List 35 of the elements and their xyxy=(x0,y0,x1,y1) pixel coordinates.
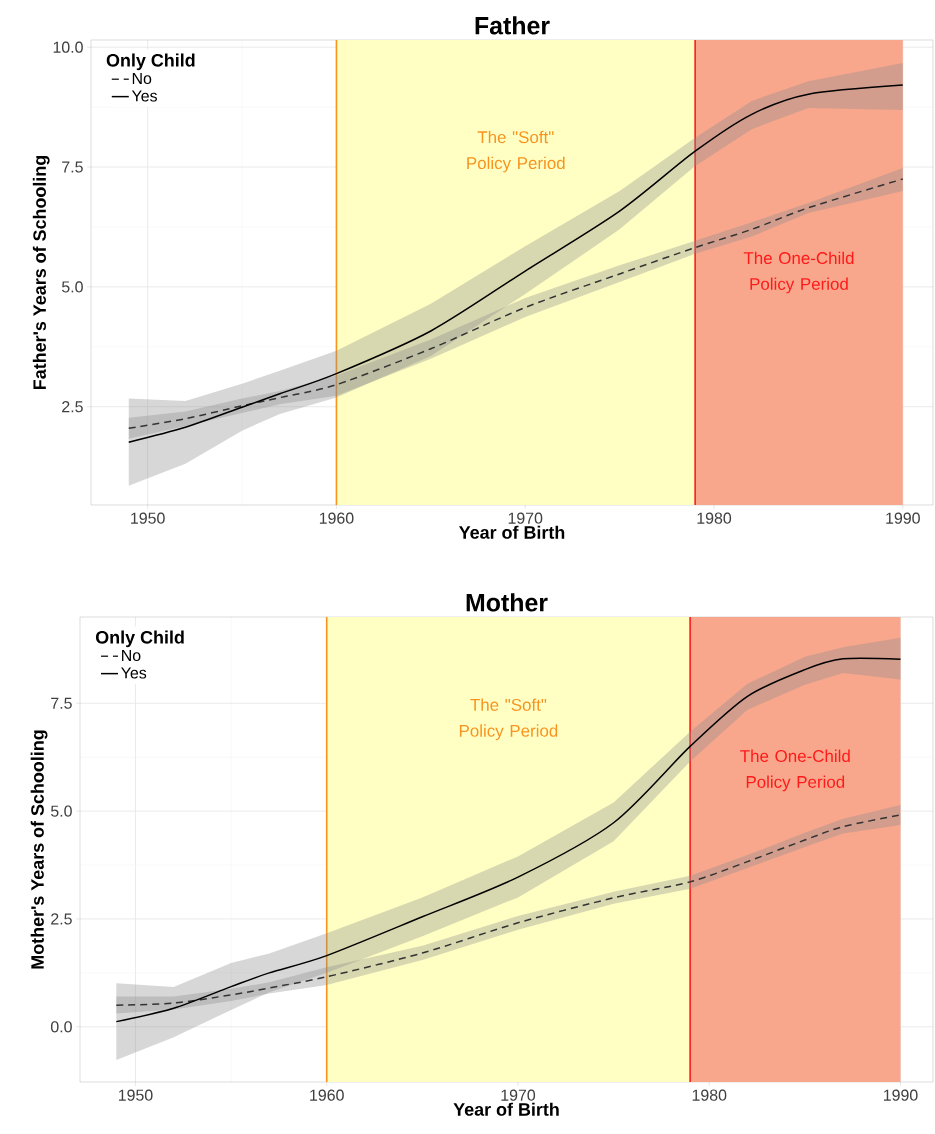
band-label: The "Soft" Policy Period xyxy=(467,130,565,173)
band-label: The "Soft" Policy Period xyxy=(459,698,558,741)
x-tick-label: 1980 xyxy=(697,512,732,524)
y-tick-label: 7.5 xyxy=(62,161,83,173)
legend-label: Yes xyxy=(131,90,157,102)
legend-label: No xyxy=(122,649,141,662)
y-tick-label: 0.0 xyxy=(50,1021,72,1033)
band-label: The One-Child Policy Period xyxy=(743,251,854,294)
legend-label: No xyxy=(132,72,152,85)
y-tick-label: 2.5 xyxy=(62,401,83,413)
y-tick-label: 5.0 xyxy=(50,805,72,817)
x-tick-label: 1950 xyxy=(118,1089,153,1101)
legend-title: Only Child xyxy=(106,53,195,71)
x-tick-label: 1990 xyxy=(883,1089,918,1101)
y-axis-title: Father's Years of Schooling xyxy=(32,155,50,390)
x-tick-label: 1980 xyxy=(692,1089,727,1101)
y-axis-title: Mother's Years of Schooling xyxy=(30,730,48,969)
y-tick-label: 7.5 xyxy=(51,697,72,709)
legend-label: Yes xyxy=(121,667,147,679)
x-axis-title: Year of Birth xyxy=(453,1102,559,1116)
band-label: The One-Child Policy Period xyxy=(740,749,850,792)
legend-title: Only Child xyxy=(95,630,184,648)
x-tick-label: 1970 xyxy=(501,1089,536,1101)
x-tick-label: 1960 xyxy=(319,512,354,524)
x-axis-title: Year of Birth xyxy=(459,525,565,539)
y-tick-label: 5.0 xyxy=(61,281,83,293)
x-tick-label: 1960 xyxy=(310,1089,344,1101)
x-tick-label: 1950 xyxy=(131,512,165,524)
y-tick-label: 10.0 xyxy=(53,41,83,53)
y-tick-label: 2.5 xyxy=(51,913,72,925)
chart-title: Father xyxy=(475,16,550,35)
x-tick-label: 1990 xyxy=(886,512,920,524)
chart-title: Mother xyxy=(466,593,548,612)
line-series xyxy=(128,84,904,443)
x-tick-label: 1970 xyxy=(508,512,543,524)
